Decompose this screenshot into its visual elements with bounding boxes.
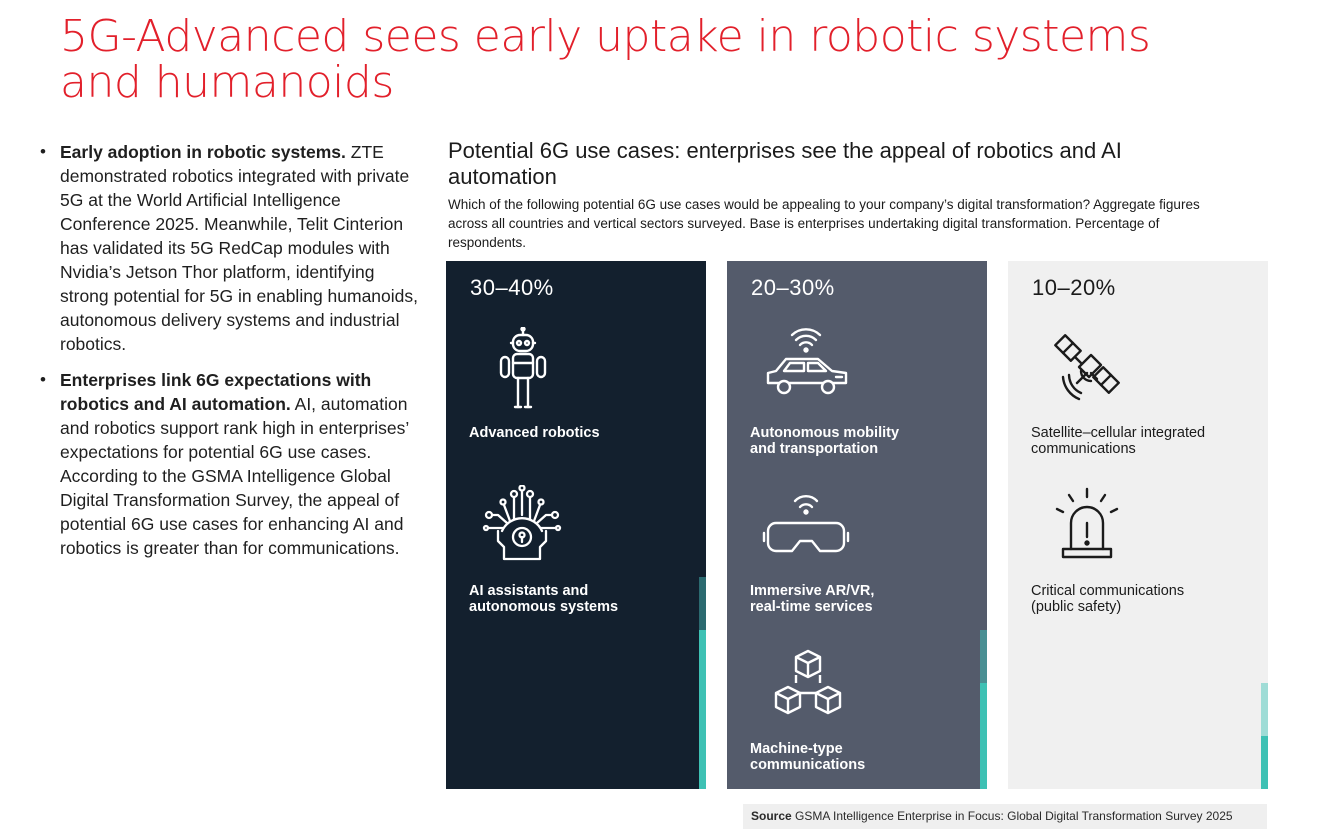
label-line-1: Autonomous mobility xyxy=(750,425,900,441)
bullet-item: • Early adoption in robotic systems. ZTE… xyxy=(40,140,420,356)
use-case-label: Machine-type communications xyxy=(750,741,865,773)
use-case-label: AI assistants and autonomous systems xyxy=(469,583,618,615)
bullet-text: ZTE demonstrated robotics integrated wit… xyxy=(60,142,419,354)
page-title: 5G-Advanced sees early uptake in robotic… xyxy=(60,11,1151,108)
accent-strip xyxy=(1261,683,1268,736)
range-label: 20–30% xyxy=(751,275,835,300)
source-label: Source xyxy=(751,809,792,823)
use-case-label: Advanced robotics xyxy=(469,425,600,441)
source-note: Source GSMA Intelligence Enterprise in F… xyxy=(743,804,1267,829)
chart-title: Potential 6G use cases: enterprises see … xyxy=(448,138,1122,189)
bullet-bold: Early adoption in robotic systems. xyxy=(60,142,346,162)
bullet-list: • Early adoption in robotic systems. ZTE… xyxy=(40,140,420,572)
chart-subtitle: Which of the following potential 6G use … xyxy=(448,197,1200,250)
label-line-2: real-time services xyxy=(750,599,873,615)
label-line-1: AI assistants and xyxy=(469,583,589,599)
bullet-item: • Enterprises link 6G expectations with … xyxy=(40,368,420,560)
connected-car-icon xyxy=(766,328,848,395)
label-line-2: (public safety) xyxy=(1031,599,1122,615)
cubes-icon xyxy=(774,649,842,715)
label-line-2: and transportation xyxy=(750,441,879,457)
use-case-label: Critical communications (public safety) xyxy=(1031,583,1184,615)
band-column-mid: 20–30% Autonomous mobility and transport… xyxy=(727,261,987,789)
label-line-1: Critical communications xyxy=(1031,583,1185,599)
band-column-low: 10–20% Satellite–cellular integrated com… xyxy=(1008,261,1268,789)
use-case-label: Immersive AR/VR, real-time services xyxy=(750,583,874,615)
accent-strip xyxy=(1261,736,1268,789)
use-case-label: Satellite–cellular integrated communicat… xyxy=(1031,425,1205,457)
label-line-2: autonomous systems xyxy=(469,599,619,615)
accent-strip xyxy=(699,577,706,630)
label-line-1: Immersive AR/VR, xyxy=(750,583,875,599)
accent-strip xyxy=(980,683,987,789)
ai-chip-icon xyxy=(482,485,562,561)
bullet-dot: • xyxy=(40,370,46,389)
bullet-dot: • xyxy=(40,142,46,161)
use-case-label: Autonomous mobility and transportation xyxy=(750,425,899,457)
label-line-2: communications xyxy=(750,757,866,773)
range-label: 30–40% xyxy=(470,275,554,300)
satellite-icon xyxy=(1054,334,1120,401)
label-line-2: communications xyxy=(1031,441,1136,457)
label-line-1: Satellite–cellular integrated xyxy=(1031,425,1206,441)
robot-icon xyxy=(499,327,547,409)
bullet-text: AI, automation and robotics support rank… xyxy=(60,394,409,558)
alarm-beacon-icon xyxy=(1055,487,1119,559)
label-line-1: Advanced robotics xyxy=(469,425,600,441)
bullet-bold: Enterprises link 6G expectations with ro… xyxy=(60,370,372,414)
label-line-1: Machine-type xyxy=(750,741,843,757)
accent-strip xyxy=(699,630,706,789)
vr-headset-icon xyxy=(762,495,850,553)
band-column-high: 30–40% Advanced robotics xyxy=(446,261,706,789)
range-label: 10–20% xyxy=(1032,275,1116,300)
accent-strip xyxy=(980,630,987,683)
source-text: GSMA Intelligence Enterprise in Focus: G… xyxy=(791,809,1233,823)
